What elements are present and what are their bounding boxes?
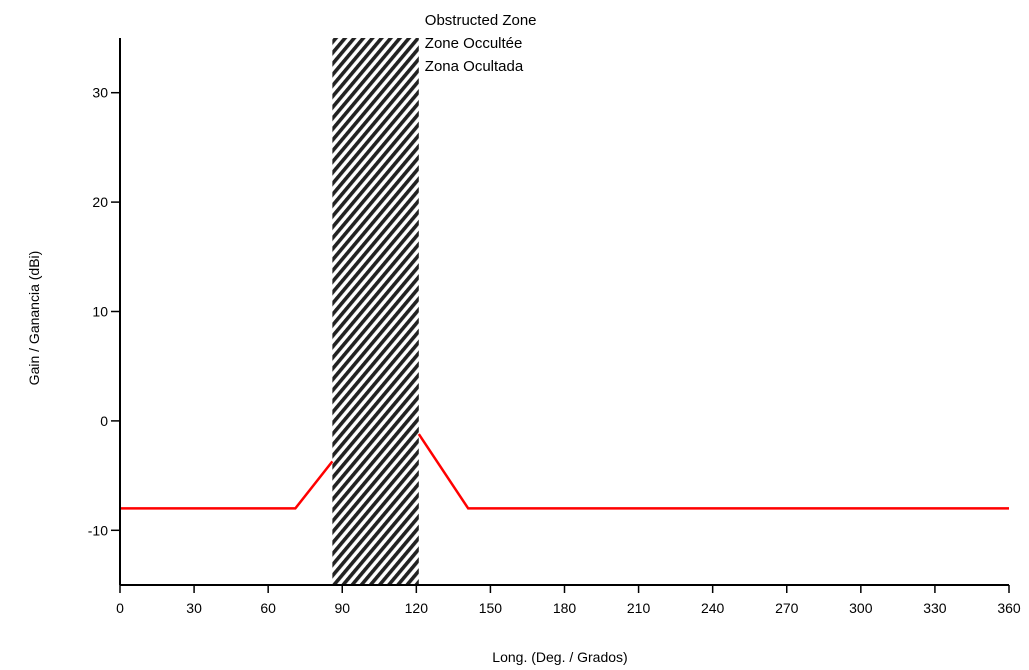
gain-series-line	[417, 433, 1009, 510]
obstructed-zone-label: Zona Ocultada	[425, 58, 524, 75]
x-tick-label: 90	[334, 600, 350, 616]
obstructed-zone-label: Obstructed Zone	[425, 12, 537, 29]
x-tick-label: 300	[849, 600, 873, 616]
x-tick-label: 210	[627, 600, 651, 616]
x-tick-label: 180	[553, 600, 577, 616]
gain-series-line	[120, 460, 334, 510]
y-axis-title: Gain / Ganancia (dBi)	[26, 251, 42, 386]
y-tick-label: 20	[92, 194, 108, 210]
x-tick-label: 150	[479, 600, 503, 616]
x-tick-label: 270	[775, 600, 799, 616]
obstructed-zone-label: Zone Occultée	[425, 35, 523, 52]
x-tick-label: 30	[186, 600, 202, 616]
x-tick-label: 0	[116, 600, 124, 616]
y-tick-label: 10	[92, 304, 108, 320]
x-tick-label: 240	[701, 600, 725, 616]
x-axis-title: Long. (Deg. / Grados)	[492, 649, 627, 665]
y-tick-label: 0	[100, 413, 108, 429]
x-tick-label: 60	[260, 600, 276, 616]
x-tick-label: 360	[997, 600, 1021, 616]
y-tick-label: 30	[92, 85, 108, 101]
x-tick-label: 120	[405, 600, 429, 616]
x-tick-label: 330	[923, 600, 947, 616]
obstructed-zone-rect	[332, 38, 419, 585]
y-tick-label: -10	[88, 522, 108, 538]
